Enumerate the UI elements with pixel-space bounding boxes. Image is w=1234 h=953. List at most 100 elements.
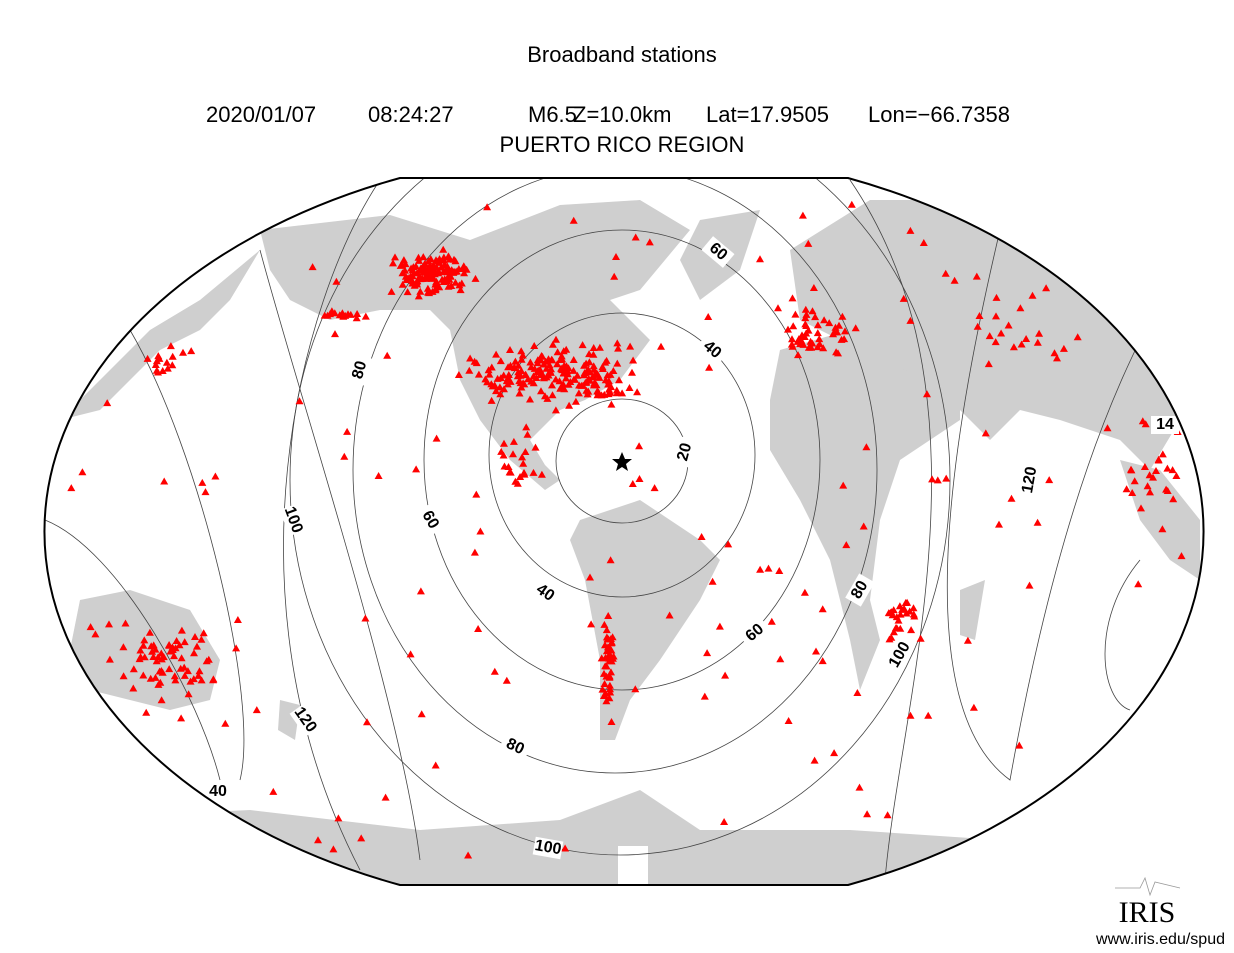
station (1137, 504, 1145, 512)
station (1140, 463, 1149, 470)
station (801, 320, 810, 328)
station (428, 287, 437, 295)
station (581, 378, 590, 386)
station (143, 354, 152, 362)
station (928, 475, 937, 483)
station (830, 749, 839, 757)
station (398, 280, 407, 288)
station (419, 253, 428, 261)
station (555, 377, 564, 385)
station (129, 665, 138, 673)
station (151, 673, 160, 681)
station (166, 342, 175, 350)
station (721, 671, 730, 679)
station (539, 360, 548, 368)
station (492, 350, 501, 358)
station (451, 257, 460, 265)
station (295, 397, 304, 405)
station (815, 335, 824, 343)
station (536, 356, 545, 364)
station (575, 381, 584, 389)
station (499, 371, 508, 379)
station (363, 718, 371, 726)
station (518, 453, 527, 461)
station (907, 626, 916, 634)
label-bg (1151, 416, 1179, 434)
station (831, 323, 840, 331)
station (898, 605, 907, 613)
station (562, 362, 571, 370)
station (553, 360, 562, 368)
station (506, 346, 514, 353)
station (492, 387, 500, 395)
station (830, 328, 839, 336)
station (323, 311, 332, 319)
station (177, 626, 186, 634)
station (580, 369, 589, 377)
station (818, 657, 827, 665)
station (629, 356, 638, 364)
station (571, 397, 580, 405)
station (708, 577, 717, 585)
station (600, 692, 608, 699)
station (186, 677, 195, 685)
station (509, 437, 518, 445)
station (509, 450, 517, 458)
station (884, 609, 893, 617)
station (972, 272, 981, 280)
station (597, 654, 606, 662)
station (162, 358, 171, 366)
station (341, 311, 350, 319)
station (992, 293, 1001, 301)
station (1103, 424, 1112, 432)
station (429, 261, 438, 269)
station (625, 384, 634, 391)
station (942, 474, 951, 482)
station (606, 685, 614, 693)
station (607, 400, 616, 408)
station (650, 484, 659, 492)
station (724, 540, 733, 548)
station (401, 272, 410, 280)
station (613, 389, 621, 397)
station (552, 335, 560, 343)
station (997, 329, 1006, 337)
station (584, 387, 593, 395)
station (140, 636, 149, 644)
station (578, 341, 587, 349)
station (566, 378, 575, 385)
station (1145, 471, 1154, 479)
station (504, 463, 513, 470)
station (1033, 338, 1042, 346)
station (500, 385, 508, 393)
station (391, 253, 399, 261)
station (177, 714, 186, 722)
station (147, 642, 156, 650)
station (715, 622, 724, 630)
station (546, 367, 555, 375)
station (504, 371, 513, 378)
station (924, 711, 933, 719)
station (595, 343, 604, 351)
station (705, 363, 714, 371)
station (166, 647, 175, 655)
station (862, 443, 871, 451)
contour-label: 80 (503, 735, 526, 758)
station (412, 465, 421, 473)
station (590, 370, 599, 378)
station (327, 307, 336, 315)
station (439, 245, 448, 253)
station (607, 668, 615, 676)
station (1015, 741, 1024, 749)
station (1154, 455, 1163, 463)
station (863, 810, 872, 818)
station (628, 480, 637, 487)
station (529, 379, 538, 387)
station (408, 266, 417, 274)
station (605, 694, 614, 702)
station (387, 287, 396, 295)
station (813, 321, 822, 329)
station (919, 239, 928, 246)
station (1073, 333, 1082, 341)
